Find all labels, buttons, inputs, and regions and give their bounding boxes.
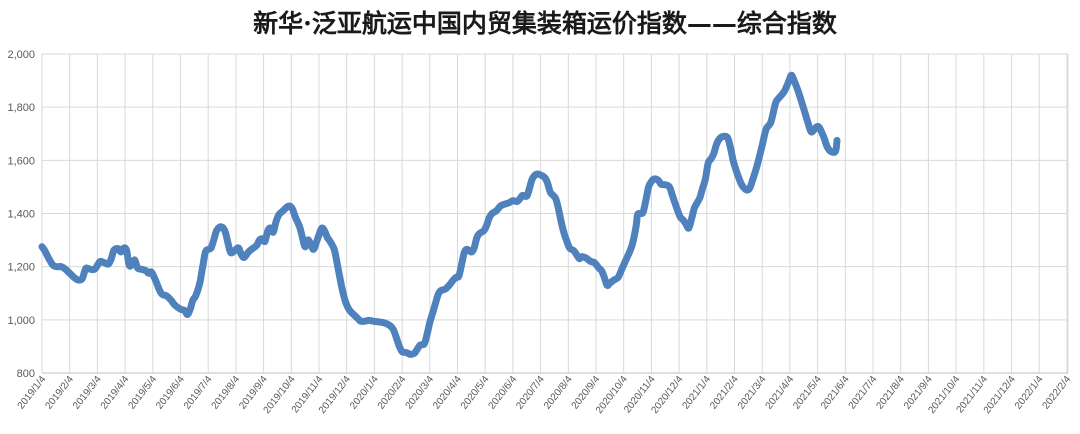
x-axis-tick-labels: 2019/1/42019/2/42019/3/42019/4/42019/5/4… <box>16 374 1074 416</box>
y-tick-label: 1,200 <box>7 262 35 274</box>
y-axis-tick-labels: 800 1,000 1,200 1,400 1,600 1,800 2,000 <box>7 49 35 380</box>
y-tick-label: 2,000 <box>7 49 35 61</box>
chart-title: 新华·泛亚航运中国内贸集装箱运价指数——综合指数 <box>253 9 838 38</box>
y-tick-label: 1,600 <box>7 155 35 167</box>
y-tick-label: 800 <box>17 368 35 380</box>
y-tick-label: 1,400 <box>7 209 35 221</box>
x-tick-label: 2022/2/4 <box>1041 374 1074 412</box>
series-line-composite-index <box>38 71 841 358</box>
y-tick-label: 1,000 <box>7 315 35 327</box>
y-tick-label: 1,800 <box>7 102 35 114</box>
horizontal-gridlines <box>42 53 1068 374</box>
